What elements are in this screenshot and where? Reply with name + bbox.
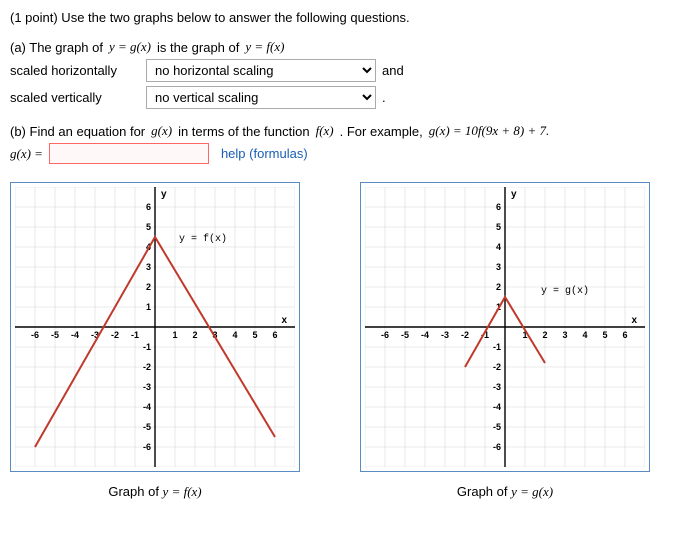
- svg-text:3: 3: [496, 262, 501, 272]
- svg-text:-2: -2: [111, 330, 119, 340]
- svg-text:5: 5: [146, 222, 151, 232]
- graph-left: -6-5-4-3-2-1123456-6-5-4-3-2-1123456xyy …: [15, 187, 295, 467]
- svg-text:y = g(x): y = g(x): [541, 285, 589, 297]
- graphs-container: -6-5-4-3-2-1123456-6-5-4-3-2-1123456xyy …: [10, 182, 690, 500]
- svg-text:-6: -6: [493, 442, 501, 452]
- scaled-horiz-label: scaled horizontally: [10, 63, 140, 78]
- part-a-mid: is the graph of: [157, 40, 239, 55]
- svg-text:-2: -2: [143, 362, 151, 372]
- svg-text:1: 1: [172, 330, 177, 340]
- svg-text:6: 6: [272, 330, 277, 340]
- part-a-intro: (a) The graph of: [10, 40, 103, 55]
- svg-text:-2: -2: [461, 330, 469, 340]
- svg-text:-4: -4: [493, 402, 501, 412]
- graph-right-caption: Graph of y = g(x): [457, 484, 553, 500]
- part-a: (a) The graph of y = g(x) is the graph o…: [10, 39, 690, 109]
- eq-g: y = g(x): [109, 39, 151, 55]
- graph-left-box: -6-5-4-3-2-1123456-6-5-4-3-2-1123456xyy …: [10, 182, 300, 472]
- and-text: and: [382, 63, 404, 78]
- svg-text:y = f(x): y = f(x): [179, 233, 227, 245]
- svg-text:-6: -6: [31, 330, 39, 340]
- period-text: .: [382, 90, 386, 105]
- svg-text:-4: -4: [143, 402, 151, 412]
- svg-text:-1: -1: [143, 342, 151, 352]
- part-b-after: . For example,: [340, 124, 423, 139]
- svg-text:y: y: [511, 189, 517, 200]
- svg-text:x: x: [281, 315, 287, 326]
- vertical-scaling-select[interactable]: no vertical scaling: [146, 86, 376, 109]
- horizontal-scaling-select[interactable]: no horizontal scaling: [146, 59, 376, 82]
- svg-text:-4: -4: [421, 330, 429, 340]
- svg-text:2: 2: [192, 330, 197, 340]
- svg-text:-3: -3: [441, 330, 449, 340]
- svg-text:-5: -5: [493, 422, 501, 432]
- svg-text:6: 6: [146, 202, 151, 212]
- example-eq: g(x) = 10f(9x + 8) + 7.: [429, 123, 550, 139]
- svg-text:2: 2: [542, 330, 547, 340]
- svg-text:5: 5: [602, 330, 607, 340]
- svg-text:y: y: [161, 189, 167, 200]
- svg-text:-1: -1: [493, 342, 501, 352]
- svg-text:6: 6: [496, 202, 501, 212]
- svg-text:4: 4: [232, 330, 237, 340]
- svg-text:5: 5: [252, 330, 257, 340]
- svg-text:-3: -3: [493, 382, 501, 392]
- svg-text:-2: -2: [493, 362, 501, 372]
- gx-prompt: g(x) =: [10, 146, 43, 162]
- help-link[interactable]: help (formulas): [221, 146, 308, 161]
- gx-input[interactable]: [49, 143, 209, 164]
- gx-text: g(x): [151, 123, 172, 139]
- svg-text:-5: -5: [51, 330, 59, 340]
- svg-text:x: x: [631, 315, 637, 326]
- graph-right-box: -6-5-4-3-2-1123456-6-5-4-3-2-1123456xyy …: [360, 182, 650, 472]
- svg-text:-5: -5: [401, 330, 409, 340]
- svg-text:4: 4: [582, 330, 587, 340]
- svg-text:-5: -5: [143, 422, 151, 432]
- svg-text:6: 6: [622, 330, 627, 340]
- svg-text:3: 3: [562, 330, 567, 340]
- fx-text: f(x): [316, 123, 334, 139]
- svg-text:-6: -6: [381, 330, 389, 340]
- part-b: (b) Find an equation for g(x) in terms o…: [10, 123, 690, 164]
- svg-text:2: 2: [146, 282, 151, 292]
- part-b-intro: (b) Find an equation for: [10, 124, 145, 139]
- graph-left-caption: Graph of y = f(x): [108, 484, 201, 500]
- svg-text:-3: -3: [143, 382, 151, 392]
- svg-text:3: 3: [146, 262, 151, 272]
- part-b-mid: in terms of the function: [178, 124, 310, 139]
- question-header: (1 point) Use the two graphs below to an…: [10, 10, 690, 25]
- svg-text:2: 2: [496, 282, 501, 292]
- scaled-vert-label: scaled vertically: [10, 90, 140, 105]
- svg-text:5: 5: [496, 222, 501, 232]
- svg-text:4: 4: [496, 242, 501, 252]
- svg-text:-4: -4: [71, 330, 79, 340]
- graph-right: -6-5-4-3-2-1123456-6-5-4-3-2-1123456xyy …: [365, 187, 645, 467]
- svg-text:1: 1: [146, 302, 151, 312]
- svg-text:-6: -6: [143, 442, 151, 452]
- eq-f: y = f(x): [245, 39, 284, 55]
- svg-text:-1: -1: [131, 330, 139, 340]
